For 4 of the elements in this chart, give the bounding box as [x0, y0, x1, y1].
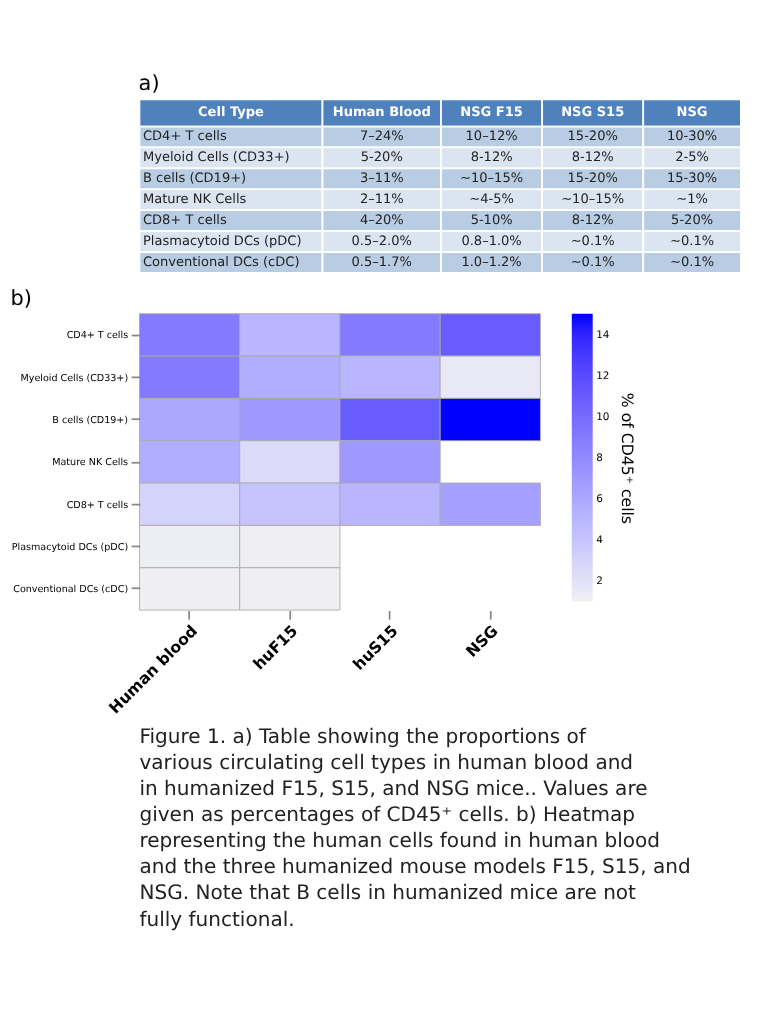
chart-title: b) [10, 286, 32, 311]
caption: Figure 1. a) Table showing the proportions of various circulating cell types in human blood and in humanized F15, S15, and NSG mice.. Values are given as percentages of CD45⁺ cells. b) Heatmap representing the human cells found in human blood and the three humanized mouse models F15, S15, and NSG. Note that B cells in humanized mice are not fully functional. [139, 726, 691, 932]
text: a) [138, 71, 160, 96]
color-bar-title: % of CD45⁺ cells [618, 392, 637, 525]
